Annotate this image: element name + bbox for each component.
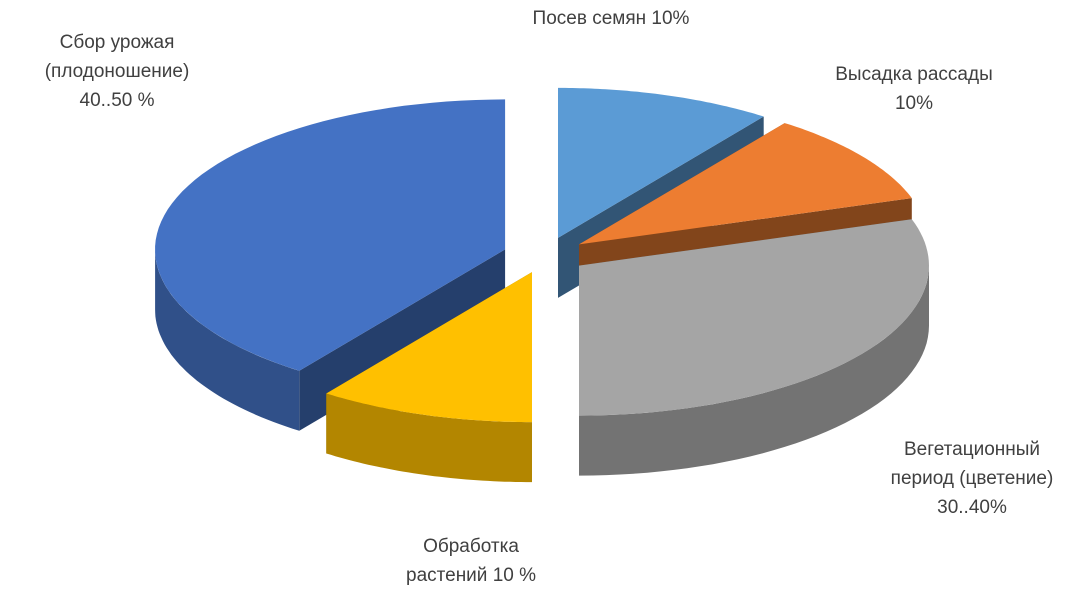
slice-top — [326, 272, 532, 423]
data-label: Обработка растений 10 % — [406, 536, 536, 586]
data-label-line: 10% — [895, 93, 933, 114]
data-label: Высадка рассады 10% — [835, 64, 993, 114]
data-label-line: Сбор урожая — [60, 32, 175, 53]
slice-side — [326, 393, 532, 483]
slice — [326, 272, 532, 483]
slice-top — [558, 87, 764, 238]
data-label: Посев семян 10% — [533, 8, 690, 29]
slice — [579, 219, 929, 476]
data-label-line: 40..50 % — [80, 90, 155, 111]
data-label-line: Высадка рассады — [835, 64, 993, 85]
slice-side — [579, 265, 929, 476]
slice-top — [579, 219, 929, 416]
slice-top — [579, 123, 912, 245]
data-label: Сбор урожая (плодоношение) 40..50 % — [45, 32, 190, 111]
data-label-line: Посев семян 10% — [533, 8, 690, 29]
data-label-line: период (цветение) — [891, 468, 1054, 489]
data-label-line: Обработка — [423, 536, 519, 557]
data-label-line: растений 10 % — [406, 565, 536, 586]
data-label-line: (плодоношение) — [45, 61, 190, 82]
data-label-line: 30..40% — [937, 497, 1007, 518]
data-label-line: Вегетационный — [904, 439, 1040, 460]
data-label: Вегетационный период (цветение) 30..40% — [891, 439, 1054, 518]
slice-top — [155, 99, 506, 371]
slice-side — [155, 249, 300, 431]
